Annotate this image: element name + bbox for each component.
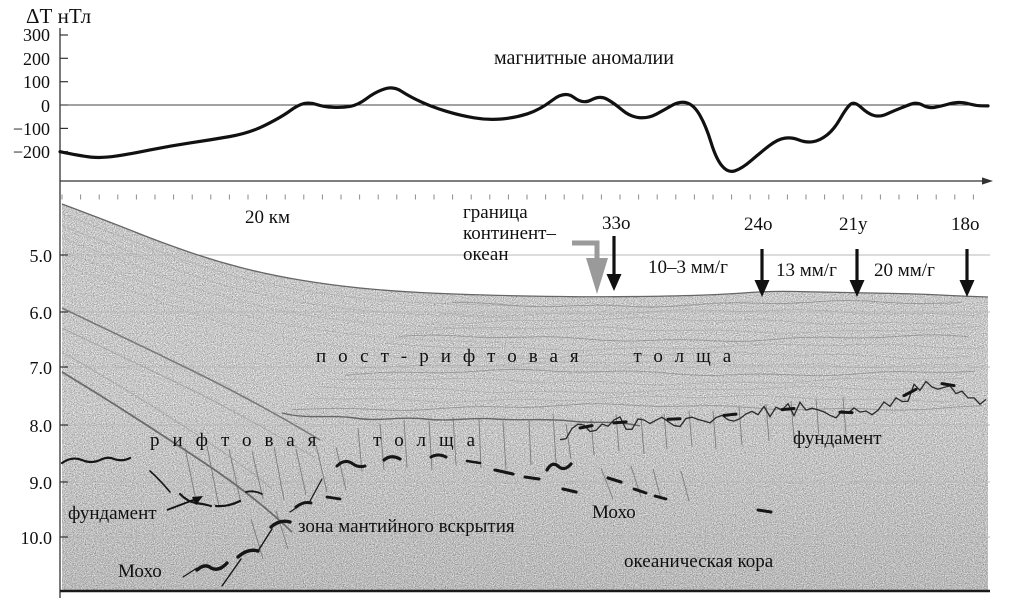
magnetic-panel — [58, 86, 990, 173]
basement-top-reflector — [559, 380, 987, 441]
depth-gridlines — [60, 254, 990, 538]
unit-label-mantle-zone: зона мантийного вскрытия — [298, 516, 515, 537]
strong-reflectors — [61, 203, 989, 533]
depth-tick-5: 5.0 — [29, 246, 53, 266]
rate-label-3: 20 мм/г — [874, 260, 935, 281]
depth-tick-6: 6.0 — [29, 303, 53, 323]
unit-label-moho-right: Мохо — [592, 502, 636, 523]
unit-label-moho-left: Мохо — [118, 561, 162, 582]
magnetic-axis-title: ΔТ нТл — [26, 4, 92, 28]
rate-label-1: 10–3 мм/г — [648, 257, 728, 278]
rate-label-2: 13 мм/г — [776, 260, 837, 281]
unit-label-basement-left: фундамент — [68, 503, 157, 524]
unit-label-oceanic-crust: океаническая кора — [624, 551, 774, 572]
depth-tick-9: 9.0 — [29, 473, 53, 493]
basement-pointer-arrow — [166, 496, 203, 511]
cob-label-line3: океан — [463, 244, 509, 265]
mag-tick-m200: −200 — [12, 142, 50, 162]
seafloor-reflector — [61, 203, 989, 298]
cob-arrow — [572, 240, 608, 294]
depth-tick-8: 8.0 — [29, 416, 53, 436]
unit-label-rift: рифтовая толща — [150, 430, 489, 451]
basement-and-moho-segments — [60, 453, 773, 587]
mag-tick-300: 300 — [23, 25, 50, 45]
cob-label-line2: континент– — [463, 223, 556, 244]
depth-tick-7: 7.0 — [29, 358, 53, 378]
chron-label-18o: 18о — [951, 214, 980, 235]
magnetic-anomaly-curve — [58, 86, 990, 173]
mag-tick-m100: −100 — [12, 119, 50, 139]
mag-tick-200: 200 — [23, 49, 50, 69]
axes-frame — [59, 28, 993, 598]
chron-arrows — [606, 236, 975, 297]
scale-label: 20 км — [245, 207, 291, 228]
chron-label-21y: 21у — [839, 214, 868, 235]
depth-tick-10: 10.0 — [20, 528, 53, 548]
fault-lines — [184, 396, 847, 560]
chron-label-24o: 24о — [744, 214, 773, 235]
unit-label-basement-right: фундамент — [793, 428, 882, 449]
strata-reflection-lines — [61, 213, 986, 411]
mag-tick-100: 100 — [23, 72, 50, 92]
cob-label-line1: граница — [463, 202, 528, 223]
chron-label-33o: 33о — [602, 213, 631, 234]
unit-label-post-rift: пост-рифтовая толща — [316, 346, 744, 367]
mag-tick-0: 0 — [41, 96, 50, 116]
magnetic-curve-title: магнитные аномалии — [494, 47, 674, 69]
annotation-arrows — [166, 236, 975, 511]
distance-tick-marks — [61, 194, 974, 200]
